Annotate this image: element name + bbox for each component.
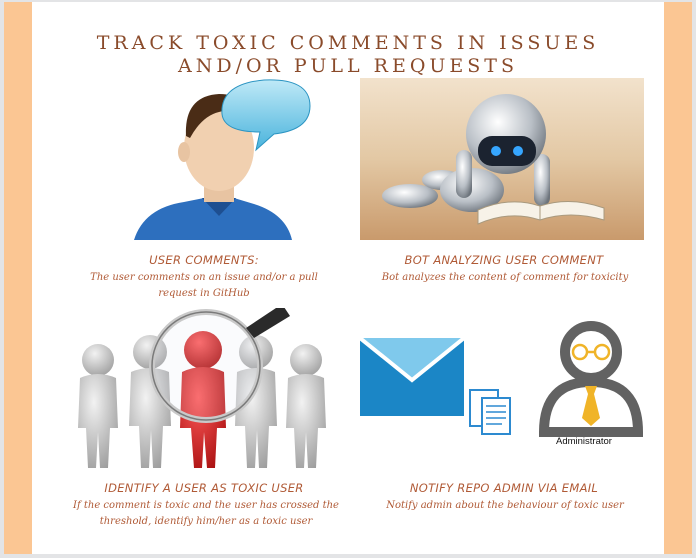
slide: Track toxic comments in issues and/or pu… (4, 2, 692, 554)
person-speech-bubble-icon (134, 79, 311, 240)
administrator-label: Administrator (556, 436, 612, 447)
email-envelope-icon (360, 336, 464, 416)
step-3-heading: Identify a user as toxic user (104, 481, 304, 495)
documents-icon (469, 389, 511, 435)
slide-title: Track toxic comments in issues and/or pu… (96, 32, 600, 77)
left-accent-band (4, 2, 32, 554)
magnifier-crowd-icon (78, 308, 326, 468)
step-3-description: If the comment is toxic and the user has… (73, 500, 339, 527)
step-2-description: Bot analyzes the content of comment for … (381, 272, 629, 283)
administrator-icon (538, 321, 644, 437)
step-4-heading: Notify repo admin via email (409, 481, 599, 495)
step-4-description: Notify admin about the behaviour of toxi… (386, 500, 624, 511)
right-accent-band (664, 2, 692, 554)
step-1-description: The user comments on an issue and/or a p… (90, 272, 318, 299)
step-2-heading: Bot analyzing user comment (404, 253, 604, 267)
robot-reading-book-icon (360, 78, 644, 240)
step-1-heading: User comments: (149, 253, 259, 267)
